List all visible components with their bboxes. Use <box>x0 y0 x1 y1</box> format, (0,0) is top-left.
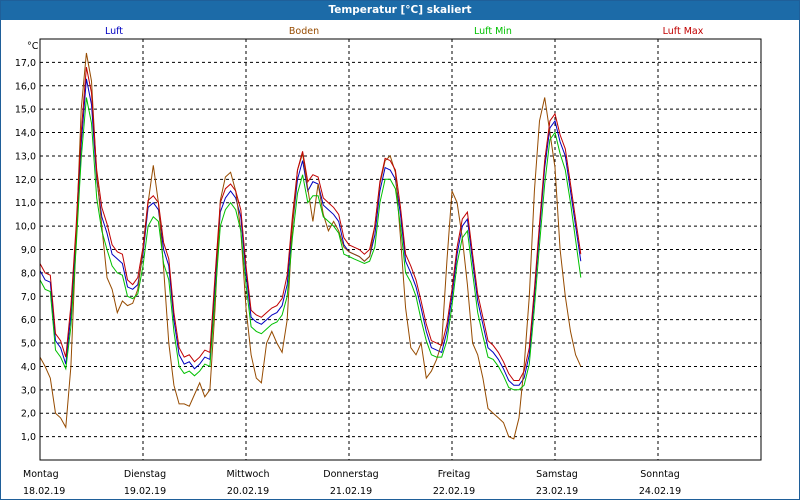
y-tick-label: 13,0 <box>15 151 36 162</box>
y-tick-label: 7,0 <box>21 292 36 303</box>
x-tick-date-label: 20.02.19 <box>227 486 269 497</box>
x-tick-day-label: Sonntag <box>640 469 679 480</box>
series-line-luft <box>39 78 582 386</box>
temperature-chart: 1,0 2,0 3,0 4,0 5,0 6,0 7,0 8,0 9,0 10,0 11,0 12,0 1… <box>15 26 762 497</box>
x-tick-day-label: Dienstag <box>124 469 166 480</box>
y-tick-label: 5,0 <box>21 339 36 350</box>
x-tick-day-label: Montag <box>23 469 59 480</box>
y-tick-label: 9,0 <box>21 245 36 256</box>
x-tick-date-label: 18.02.19 <box>23 486 65 497</box>
series-line-boden <box>39 52 582 440</box>
legend-entry-luft-min: Luft Min <box>474 26 512 37</box>
y-tick-label: 8,0 <box>21 268 36 279</box>
y-tick-label: 10,0 <box>15 222 36 233</box>
x-tick-labels: Montag 18.02.19 Dienstag 19.02.19 Mittwoch 20… <box>23 469 681 497</box>
legend-entry-boden: Boden <box>289 26 319 37</box>
x-tick-day-label: Samstag <box>536 469 578 480</box>
y-tick-label: 6,0 <box>21 315 36 326</box>
series-lines <box>39 52 582 440</box>
x-tick-date-label: 23.02.19 <box>536 486 578 497</box>
y-tick-label: 12,0 <box>15 175 36 186</box>
x-tick-date-label: 21.02.19 <box>330 486 372 497</box>
y-tick-label: 17,0 <box>15 58 36 69</box>
legend: Luft Boden Luft Min Luft Max <box>105 26 704 37</box>
x-tick-date-label: 22.02.19 <box>433 486 475 497</box>
y-tick-label: 14,0 <box>15 128 36 139</box>
y-tick-label: 1,0 <box>21 432 36 443</box>
plot-frame <box>39 38 762 461</box>
y-tick-label: 3,0 <box>21 385 36 396</box>
y-tick-label: 16,0 <box>15 81 36 92</box>
legend-entry-luft-max: Luft Max <box>663 26 704 37</box>
y-tick-label: 4,0 <box>21 362 36 373</box>
y-tick-label: 2,0 <box>21 409 36 420</box>
x-tick-date-label: 19.02.19 <box>124 486 166 497</box>
legend-entry-luft: Luft <box>105 26 123 37</box>
y-tick-labels: 1,0 2,0 3,0 4,0 5,0 6,0 7,0 8,0 9,0 10,0 11,0 12,0 1… <box>15 58 36 443</box>
x-tick-date-label: 24.02.19 <box>639 486 681 497</box>
x-tick-day-label: Freitag <box>438 469 471 480</box>
x-tick-day-label: Donnerstag <box>323 469 378 480</box>
grid <box>40 39 761 460</box>
y-tick-label: 15,0 <box>15 105 36 116</box>
series-line-luft-min <box>39 97 582 391</box>
y-axis-unit: °C <box>27 41 39 52</box>
window-title: Temperatur [°C] skaliert <box>1 1 799 20</box>
series-line-luft-max <box>39 67 582 381</box>
plot-border <box>39 38 762 461</box>
x-tick-day-label: Mittwoch <box>226 469 269 480</box>
y-tick-label: 11,0 <box>15 198 36 209</box>
